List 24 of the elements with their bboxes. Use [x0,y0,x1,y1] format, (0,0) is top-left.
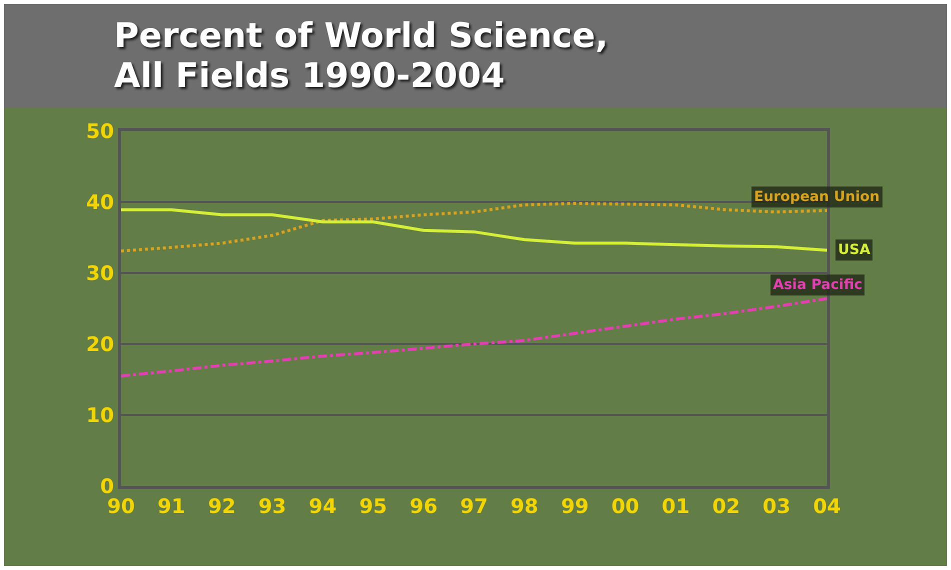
series-label: European Union [754,189,880,205]
x-tick-label: 95 [359,494,388,518]
x-tick-label: 99 [560,494,589,518]
series-label: USA [838,242,870,258]
x-tick-label: 94 [308,494,337,518]
x-tick-label: 98 [510,494,538,518]
x-tick-label: 91 [158,494,186,518]
x-tick-label: 00 [611,494,640,518]
x-tick-label: 03 [762,494,790,518]
y-tick-label: 10 [86,403,114,427]
x-tick-label: 93 [258,494,286,518]
y-tick-label: 40 [86,190,114,214]
x-tick-label: 92 [208,494,236,518]
x-tick-label: 02 [712,494,740,518]
x-tick-label: 01 [662,494,690,518]
y-tick-label: 20 [86,332,114,356]
line-series [121,297,827,378]
chart-title: Percent of World Science, All Fields 1990-2004 [114,16,608,96]
y-tick-label: 30 [86,261,114,285]
x-tick-label: 04 [813,494,841,518]
y-tick-label: 50 [86,119,114,143]
x-tick-label: 97 [460,494,488,518]
series-label: Asia Pacific [773,277,862,293]
x-tick-label: 96 [410,494,438,518]
